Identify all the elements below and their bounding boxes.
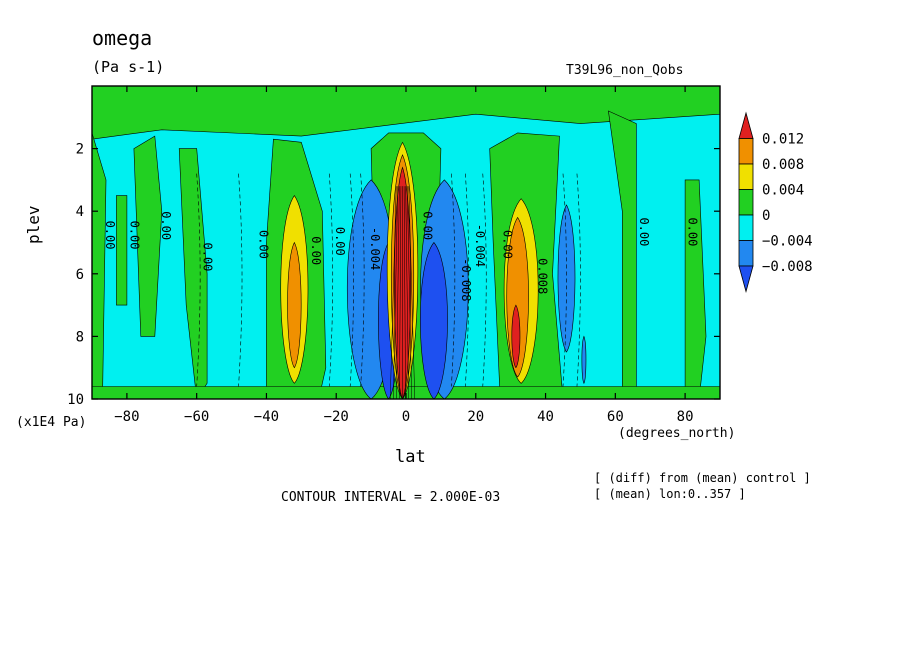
contour-label: 0.00: [309, 236, 323, 265]
core-contour-line: [406, 186, 412, 399]
dashed-contour: [360, 173, 365, 387]
positive-band-top: [92, 86, 720, 140]
negative-strip-north: [581, 335, 587, 384]
contour-label: 0.00: [159, 211, 173, 240]
y-axis-ticks: 2 4 6 8 10: [67, 142, 720, 408]
dashed-contour: [562, 173, 567, 387]
core-contour-line: [408, 186, 416, 399]
negative-deep-north: [420, 242, 448, 399]
x-tick-label: 20: [467, 409, 484, 425]
dashed-contour: [482, 173, 487, 387]
positive-band-south3: [178, 148, 208, 399]
contour-label: -0.008: [459, 258, 473, 301]
color-legend: 0.012 0.008 0.004 0 −0.004 −0.008: [738, 111, 813, 294]
x-tick-label: −40: [254, 409, 279, 425]
legend-swatch: [738, 163, 754, 190]
x-axis-label: lat: [395, 447, 426, 467]
legend-swatch: [738, 111, 754, 139]
contour-label: -0.004: [473, 224, 487, 267]
dashed-contour: [349, 173, 354, 387]
chart-title: omega: [92, 26, 153, 50]
contour-label: 0.00: [201, 243, 215, 272]
positive-band-north: [608, 110, 637, 399]
contour-label: 0.008: [536, 258, 550, 294]
contour-label: 0.00: [686, 217, 700, 246]
positive-lobe-south-orange: [287, 241, 302, 369]
positive-band-far-south: [92, 132, 107, 399]
contour-label: 0.00: [420, 211, 434, 240]
core-contour-line: [393, 186, 399, 399]
core-contour-line: [389, 186, 397, 399]
core-contour-line: [396, 186, 400, 399]
diff-note: [ (diff) from (mean) control ]: [594, 471, 811, 485]
contour-label: 0.00: [127, 221, 141, 250]
dashed-contour: [238, 173, 243, 387]
x-tick-label: −80: [114, 409, 139, 425]
core-contour-line: [403, 186, 406, 399]
legend-swatch: [738, 189, 754, 216]
contour-label: 0.00: [103, 221, 117, 250]
core-contour-line: [405, 186, 409, 399]
legend-label: 0.004: [762, 183, 804, 199]
x-axis-units: (degrees_north): [618, 426, 736, 441]
y-axis-units: (x1E4 Pa): [16, 415, 87, 430]
legend-label: 0.012: [762, 132, 804, 148]
x-axis-ticks: −80 −60 −40 −20 0 20 40 60 80: [114, 86, 694, 425]
x-tick-label: 0: [402, 409, 410, 425]
legend-swatch: [738, 138, 754, 165]
dashed-contour: [328, 173, 334, 387]
legend-swatch: [738, 265, 754, 294]
contour-label: 0.00: [333, 227, 347, 256]
legend-label: 0.008: [762, 157, 804, 173]
y-tick-label: 8: [76, 329, 84, 345]
contour-label: -0.004: [368, 227, 382, 270]
positive-band-south2: [133, 135, 163, 337]
x-tick-label: 60: [607, 409, 624, 425]
contour-field: 0.00 0.00 0.00 0.00 0.00 0.00 -0.004 0.00 0.00 -0…: [92, 86, 720, 399]
legend-label: −0.004: [762, 234, 813, 250]
negative-outer-north: [557, 204, 576, 353]
y-axis-label: plev: [24, 205, 43, 244]
contour-label: 0.00: [501, 230, 515, 259]
contour-label: 0.00: [256, 230, 270, 259]
positive-band-far-north: [684, 179, 707, 399]
x-tick-label: 80: [677, 409, 694, 425]
mean-note: [ (mean) lon:0..357 ]: [594, 487, 746, 501]
positive-lobe-north-red: [511, 304, 521, 369]
dashed-contour: [451, 173, 456, 387]
core-contour-line: [399, 186, 402, 399]
contour-interval: CONTOUR INTERVAL = 2.000E-03: [281, 490, 501, 505]
y-tick-label: 4: [76, 204, 84, 220]
legend-label: 0: [762, 208, 770, 224]
run-name: T39L96_non_Qobs: [566, 63, 684, 78]
x-tick-label: 40: [537, 409, 554, 425]
x-tick-label: −60: [184, 409, 209, 425]
dashed-contour: [576, 173, 581, 387]
legend-label: −0.008: [762, 259, 813, 275]
y-tick-label: 10: [67, 392, 84, 408]
y-tick-label: 2: [76, 142, 84, 158]
chart-units: (Pa s-1): [92, 58, 165, 76]
legend-swatch: [738, 240, 754, 267]
dashed-contour: [465, 173, 470, 387]
dashed-contour: [196, 173, 201, 387]
legend-swatch: [738, 214, 754, 241]
x-tick-label: −20: [324, 409, 349, 425]
positive-band-south1: [116, 195, 128, 306]
contour-label: 0.00: [637, 217, 651, 246]
y-tick-label: 6: [76, 267, 84, 283]
